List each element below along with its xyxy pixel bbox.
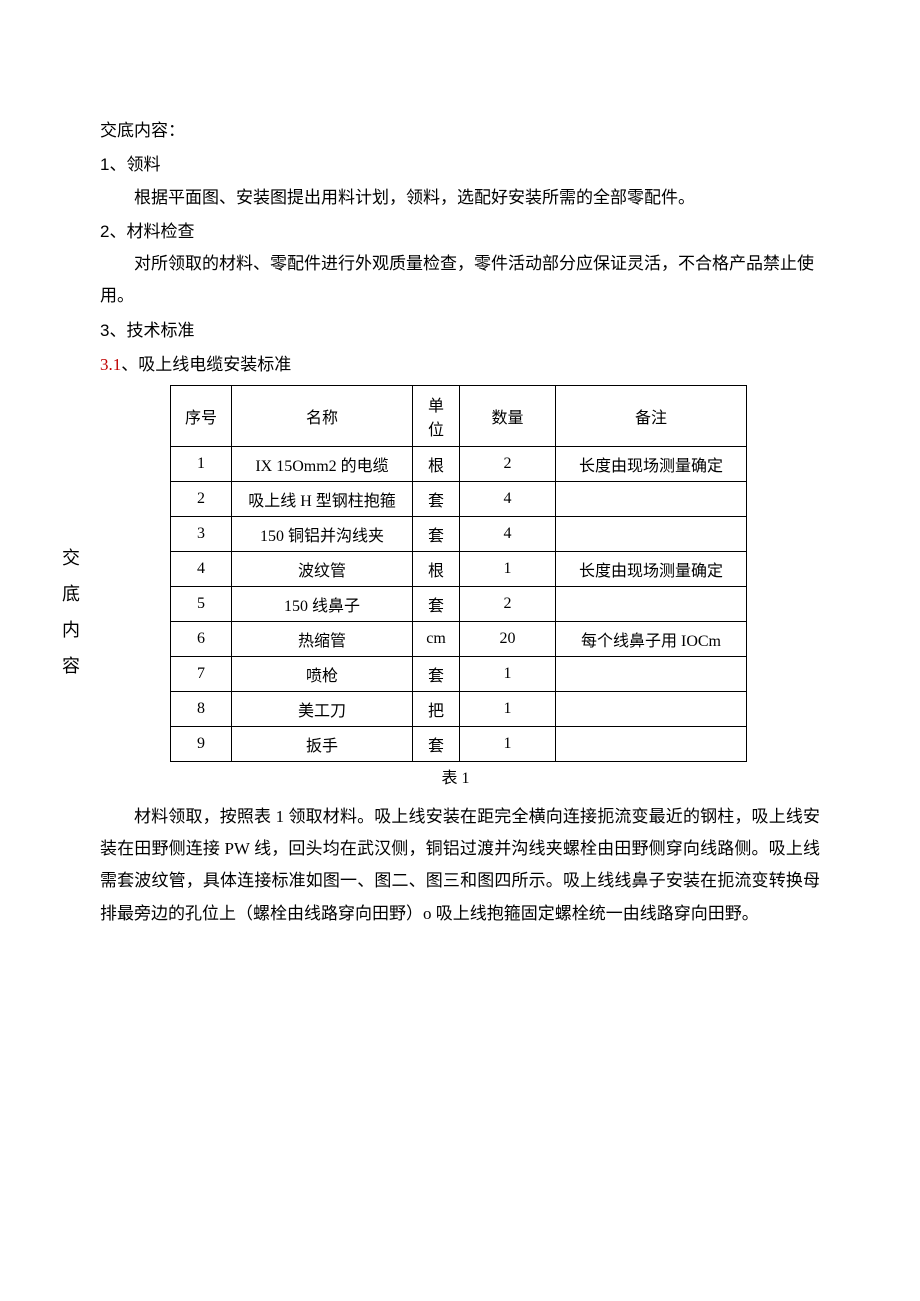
cell-qty: 1 [460,692,556,727]
cell-unit: 把 [413,692,460,727]
unit-char: 位 [413,416,459,440]
cell-name: 美工刀 [232,692,413,727]
cell-unit: cm [413,622,460,657]
cell-unit: 套 [413,587,460,622]
table-row: 9扳手套1 [171,727,747,762]
table-row: 1IX 15Omm2 的电缆根2长度由现场测量确定 [171,447,747,482]
cell-seq: 7 [171,657,232,692]
cell-note: 长度由现场测量确定 [556,447,747,482]
table-row: 4波纹管根1长度由现场测量确定 [171,552,747,587]
cell-name: 喷枪 [232,657,413,692]
side-char: 交 [62,540,80,576]
cell-qty: 2 [460,587,556,622]
section-1-body: 根据平面图、安装图提出用料计划，领料，选配好安装所需的全部零配件。 [100,182,820,214]
cell-seq: 5 [171,587,232,622]
cell-qty: 4 [460,517,556,552]
cell-note [556,482,747,517]
cell-unit: 套 [413,727,460,762]
col-note-header: 备注 [556,386,747,447]
table-row: 3150 铜铝并沟线夹套4 [171,517,747,552]
col-name-header: 名称 [232,386,413,447]
cell-seq: 8 [171,692,232,727]
cell-qty: 2 [460,447,556,482]
cell-seq: 6 [171,622,232,657]
cell-name: IX 15Omm2 的电缆 [232,447,413,482]
cell-name: 热缩管 [232,622,413,657]
col-qty-header: 数量 [460,386,556,447]
unit-char: 单 [413,392,459,416]
cell-unit: 根 [413,447,460,482]
cell-unit: 根 [413,552,460,587]
side-char: 容 [62,648,80,684]
section-3-1-title: 、吸上线电缆安装标准 [121,355,291,374]
cell-qty: 20 [460,622,556,657]
side-char: 底 [62,576,80,612]
col-unit-header: 单 位 [413,386,460,447]
table-row: 6热缩管cm20每个线鼻子用 IOCm [171,622,747,657]
materials-table: 序号 名称 单 位 数量 备注 1IX 15Omm2 的电缆根2长度由现场测量确… [170,385,747,762]
cell-name: 扳手 [232,727,413,762]
table-caption: 表 1 [170,764,741,794]
section-2-title: 、材料检查 [109,222,194,241]
cell-name: 150 铜铝并沟线夹 [232,517,413,552]
cell-name: 150 线鼻子 [232,587,413,622]
section-3-1-num: 3.1 [100,355,121,374]
cell-name: 吸上线 H 型钢柱抱箍 [232,482,413,517]
cell-seq: 3 [171,517,232,552]
cell-unit: 套 [413,517,460,552]
side-char: 内 [62,612,80,648]
cell-name: 波纹管 [232,552,413,587]
body-paragraph: 材料领取，按照表 1 领取材料。吸上线安装在距完全横向连接扼流变最近的钢柱，吸上… [100,801,820,930]
cell-note [556,692,747,727]
cell-note [556,727,747,762]
section-1-head: 1、领料 [100,149,820,181]
cell-qty: 1 [460,552,556,587]
table-row: 8美工刀把1 [171,692,747,727]
section-2-body: 对所领取的材料、零配件进行外观质量检查，零件活动部分应保证灵活，不合格产品禁止使… [100,248,820,313]
cell-note [556,587,747,622]
section-3-title: 、技术标准 [109,321,194,340]
table-row: 5150 线鼻子套2 [171,587,747,622]
table-row: 7喷枪套1 [171,657,747,692]
cell-note [556,517,747,552]
side-label: 交 底 内 容 [62,540,80,684]
cell-qty: 1 [460,727,556,762]
cell-seq: 2 [171,482,232,517]
page: 交 底 内 容 交底内容： 1、领料 根据平面图、安装图提出用料计划，领料，选配… [0,0,920,930]
table-row: 2吸上线 H 型钢柱抱箍套4 [171,482,747,517]
section-3-head: 3、技术标准 [100,315,820,347]
header-line: 交底内容： [100,115,820,147]
table-body: 1IX 15Omm2 的电缆根2长度由现场测量确定 2吸上线 H 型钢柱抱箍套4… [171,447,747,762]
cell-note: 长度由现场测量确定 [556,552,747,587]
cell-seq: 1 [171,447,232,482]
col-seq-header: 序号 [171,386,232,447]
cell-seq: 4 [171,552,232,587]
section-3-1-head: 3.1、吸上线电缆安装标准 [100,349,820,381]
cell-unit: 套 [413,482,460,517]
section-2-head: 2、材料检查 [100,216,820,248]
cell-qty: 4 [460,482,556,517]
table-header-row: 序号 名称 单 位 数量 备注 [171,386,747,447]
cell-note: 每个线鼻子用 IOCm [556,622,747,657]
cell-qty: 1 [460,657,556,692]
cell-seq: 9 [171,727,232,762]
section-1-title: 、领料 [109,155,160,174]
cell-unit: 套 [413,657,460,692]
cell-note [556,657,747,692]
